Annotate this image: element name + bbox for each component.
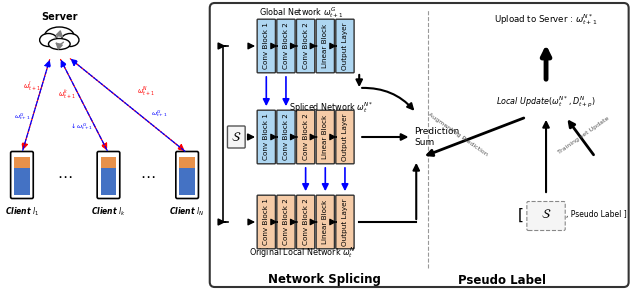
- Text: Network Splicing: Network Splicing: [268, 273, 381, 286]
- FancyBboxPatch shape: [176, 151, 198, 198]
- Bar: [14, 157, 30, 168]
- Text: Global Network $\omega_{t+1}^G$: Global Network $\omega_{t+1}^G$: [259, 6, 344, 21]
- Text: Linear Block: Linear Block: [323, 24, 328, 68]
- FancyBboxPatch shape: [296, 195, 315, 249]
- FancyBboxPatch shape: [257, 110, 275, 164]
- Text: Linear Block: Linear Block: [323, 200, 328, 244]
- Bar: [100, 168, 116, 195]
- Bar: [179, 168, 195, 195]
- Text: Spliced Network $\omega_t^{N*}$: Spliced Network $\omega_t^{N*}$: [289, 101, 374, 116]
- Text: Upload to Server : $\omega_{t+1}^{N*}$: Upload to Server : $\omega_{t+1}^{N*}$: [494, 13, 598, 27]
- Text: Training set Update: Training set Update: [557, 115, 610, 155]
- Text: Original Local Network $\omega_t^N$: Original Local Network $\omega_t^N$: [248, 245, 355, 260]
- Ellipse shape: [45, 27, 74, 45]
- Text: Conv Block 1: Conv Block 1: [263, 23, 269, 69]
- Text: $\cdots$: $\cdots$: [140, 168, 156, 183]
- Text: Client $l_k$: Client $l_k$: [91, 205, 126, 218]
- FancyBboxPatch shape: [296, 110, 315, 164]
- FancyBboxPatch shape: [336, 110, 354, 164]
- Bar: [14, 168, 30, 195]
- Text: Conv Block 1: Conv Block 1: [263, 198, 269, 245]
- FancyBboxPatch shape: [277, 110, 295, 164]
- Bar: [100, 157, 116, 168]
- Text: $\omega_{t+1}^N$: $\omega_{t+1}^N$: [137, 84, 155, 98]
- Text: Conv Block 2: Conv Block 2: [303, 23, 308, 69]
- Text: [: [: [518, 208, 524, 223]
- Text: $\mathcal{S}$: $\mathcal{S}$: [541, 208, 551, 221]
- Text: Pseudo Label: Pseudo Label: [458, 273, 546, 286]
- Text: Server: Server: [41, 12, 77, 22]
- Text: $\omega_{t+1}^k$: $\omega_{t+1}^k$: [58, 87, 76, 101]
- FancyBboxPatch shape: [97, 151, 120, 198]
- FancyBboxPatch shape: [277, 19, 295, 73]
- FancyBboxPatch shape: [316, 19, 335, 73]
- Text: Client $l_1$: Client $l_1$: [4, 205, 39, 218]
- Bar: [179, 157, 195, 168]
- Text: Output Layer: Output Layer: [342, 198, 348, 246]
- FancyBboxPatch shape: [227, 126, 245, 148]
- FancyBboxPatch shape: [296, 19, 315, 73]
- Text: $\downarrow\omega_{t+1}^G$: $\downarrow\omega_{t+1}^G$: [68, 121, 93, 132]
- FancyBboxPatch shape: [11, 151, 33, 198]
- FancyBboxPatch shape: [316, 195, 335, 249]
- Text: Conv Block 2: Conv Block 2: [283, 23, 289, 69]
- Text: Conv Block 2: Conv Block 2: [283, 198, 289, 245]
- Text: Output Layer: Output Layer: [342, 113, 348, 161]
- Text: $\omega_{t+1}^G$: $\omega_{t+1}^G$: [151, 108, 168, 119]
- Text: $Local\ Update(\omega_t^{N*}, D_{t+p}^N)$: $Local\ Update(\omega_t^{N*}, D_{t+p}^N)…: [496, 94, 596, 110]
- FancyBboxPatch shape: [316, 110, 335, 164]
- Text: $\mathcal{S}$: $\mathcal{S}$: [231, 131, 241, 143]
- FancyBboxPatch shape: [336, 19, 354, 73]
- FancyBboxPatch shape: [277, 195, 295, 249]
- Text: , Pseudo Label ]: , Pseudo Label ]: [566, 211, 627, 220]
- FancyBboxPatch shape: [210, 3, 628, 287]
- Text: Augmenting Prediction: Augmenting Prediction: [427, 112, 488, 158]
- FancyBboxPatch shape: [257, 19, 275, 73]
- Text: $\omega_{t+1}^l$: $\omega_{t+1}^l$: [23, 79, 40, 93]
- Text: Linear Block: Linear Block: [323, 115, 328, 159]
- Text: $\cdots$: $\cdots$: [58, 168, 73, 183]
- Text: Prediction
Sum: Prediction Sum: [414, 127, 460, 147]
- Ellipse shape: [61, 34, 79, 46]
- Text: Conv Block 2: Conv Block 2: [303, 198, 308, 245]
- Text: $\omega_{t+1}^G$: $\omega_{t+1}^G$: [13, 111, 30, 122]
- FancyBboxPatch shape: [336, 195, 354, 249]
- Text: Client $l_N$: Client $l_N$: [169, 205, 205, 218]
- FancyBboxPatch shape: [257, 195, 275, 249]
- Text: Conv Block 2: Conv Block 2: [303, 113, 308, 161]
- FancyBboxPatch shape: [527, 201, 565, 230]
- Ellipse shape: [40, 34, 58, 46]
- Text: Conv Block 2: Conv Block 2: [283, 113, 289, 161]
- Text: Conv Block 1: Conv Block 1: [263, 113, 269, 161]
- Ellipse shape: [49, 39, 70, 49]
- Text: Output Layer: Output Layer: [342, 22, 348, 70]
